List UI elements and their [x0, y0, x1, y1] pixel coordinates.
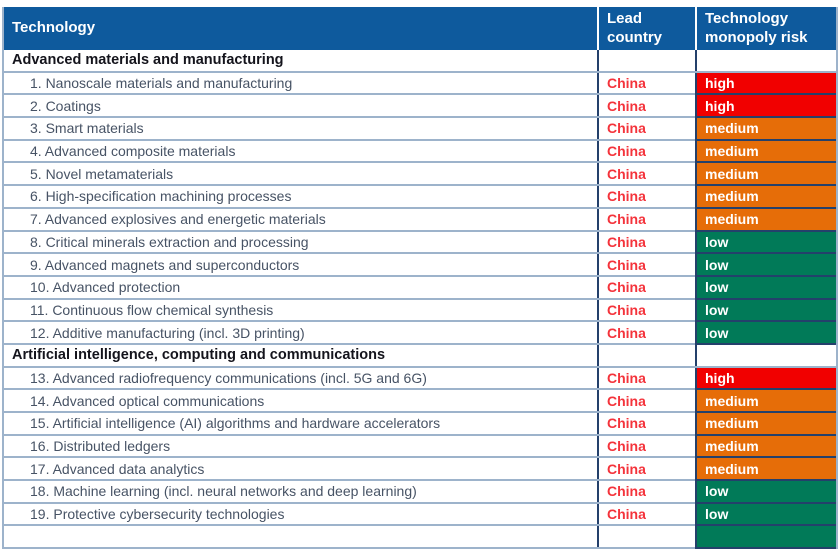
empty-lead-country-cell: [597, 50, 695, 71]
risk-badge: [695, 526, 836, 549]
lead-country-cell: China: [597, 276, 695, 298]
lead-country-cell: China: [597, 299, 695, 321]
risk-badge: medium: [695, 118, 836, 141]
risk-badge: low: [695, 299, 836, 323]
technology-cell: [4, 526, 597, 547]
empty-lead-country-cell: [597, 344, 695, 366]
risk-badge: low: [695, 231, 836, 255]
lead-country-cell: China: [597, 72, 695, 94]
technology-cell: 19. Protective cybersecurity technologie…: [30, 506, 285, 523]
table-row: 4. Advanced composite materials China me…: [4, 140, 836, 164]
risk-badge: medium: [695, 435, 836, 459]
risk-badge: high: [695, 72, 836, 96]
lead-country-cell: China: [597, 163, 695, 185]
section-header-row: Advanced materials and manufacturing: [4, 50, 836, 73]
lead-country-cell: China: [597, 95, 695, 117]
lead-country-cell: China: [597, 254, 695, 275]
technology-cell: 10. Advanced protection: [30, 279, 181, 296]
risk-badge: low: [695, 322, 836, 345]
risk-badge: high: [695, 95, 836, 119]
technology-cell: 6. High-specification machining processe…: [30, 188, 292, 205]
table-row: 7. Advanced explosives and energetic mat…: [4, 208, 836, 232]
risk-badge: medium: [695, 413, 836, 436]
lead-country-cell: China: [597, 186, 695, 207]
risk-badge: low: [695, 503, 836, 527]
section-title: Advanced materials and manufacturing: [12, 52, 284, 69]
technology-cell: 8. Critical minerals extraction and proc…: [30, 233, 309, 250]
table-row: 18. Machine learning (incl. neural netwo…: [4, 481, 836, 504]
risk-badge: low: [695, 254, 836, 277]
empty-risk-cell: [695, 50, 836, 71]
technology-cell: 11. Continuous flow chemical synthesis: [30, 301, 274, 318]
technology-risk-table: Technology Lead country Technology monop…: [2, 7, 838, 549]
risk-badge: low: [695, 276, 836, 300]
lead-country-cell: China: [597, 208, 695, 230]
table-row: 12. Additive manufacturing (incl. 3D pri…: [4, 322, 836, 345]
table-row: 6. High-specification machining processe…: [4, 186, 836, 209]
risk-badge: low: [695, 481, 836, 504]
lead-country-cell: China: [597, 367, 695, 389]
table-row: 1. Nanoscale materials and manufacturing…: [4, 72, 836, 96]
risk-badge: medium: [695, 390, 836, 413]
table-row: 17. Advanced data analytics China medium: [4, 458, 836, 482]
lead-country-cell: China: [597, 118, 695, 139]
technology-cell: 9. Advanced magnets and superconductors: [30, 256, 300, 273]
lead-country-cell: China: [597, 435, 695, 457]
lead-country-cell: China: [597, 322, 695, 343]
technology-cell: 15. Artificial intelligence (AI) algorit…: [30, 415, 441, 432]
lead-country-cell: China: [597, 231, 695, 253]
technology-cell: 18. Machine learning (incl. neural netwo…: [30, 483, 417, 500]
column-header-technology: Technology: [12, 19, 96, 37]
technology-cell: 3. Smart materials: [30, 120, 144, 137]
table-row: 11. Continuous flow chemical synthesis C…: [4, 299, 836, 323]
lead-country-cell: [597, 526, 695, 548]
section-title: Artificial intelligence, computing and c…: [12, 347, 386, 364]
lead-country-cell: China: [597, 503, 695, 525]
technology-cell: 14. Advanced optical communications: [30, 392, 265, 409]
risk-badge: medium: [695, 140, 836, 164]
technology-cell: 1. Nanoscale materials and manufacturing: [30, 75, 293, 92]
lead-country-cell: China: [597, 140, 695, 162]
table-row: 9. Advanced magnets and superconductors …: [4, 254, 836, 277]
technology-cell: 2. Coatings: [30, 97, 101, 114]
risk-badge: medium: [695, 208, 836, 232]
table-row: 19. Protective cybersecurity technologie…: [4, 503, 836, 527]
lead-country-cell: China: [597, 413, 695, 434]
table-row: 16. Distributed ledgers China medium: [4, 435, 836, 459]
table-row: 14. Advanced optical communications Chin…: [4, 390, 836, 413]
table-row: 3. Smart materials China medium: [4, 118, 836, 141]
empty-risk-cell: [695, 344, 836, 366]
table-row: 15. Artificial intelligence (AI) algorit…: [4, 413, 836, 436]
table-row: 10. Advanced protection China low: [4, 276, 836, 300]
risk-badge: medium: [695, 186, 836, 209]
lead-country-cell: China: [597, 458, 695, 480]
technology-cell: 17. Advanced data analytics: [30, 460, 205, 477]
lead-country-cell: China: [597, 481, 695, 502]
technology-cell: 16. Distributed ledgers: [30, 438, 171, 455]
section-header-row: Artificial intelligence, computing and c…: [4, 344, 836, 368]
technology-cell: 13. Advanced radiofrequency communicatio…: [30, 369, 427, 386]
technology-cell: 5. Novel metamaterials: [30, 165, 174, 182]
technology-cell: 4. Advanced composite materials: [30, 143, 236, 160]
risk-badge: medium: [695, 458, 836, 482]
column-header-lead-country: Lead country: [597, 7, 695, 50]
risk-badge: high: [695, 367, 836, 391]
technology-cell: 7. Advanced explosives and energetic mat…: [30, 211, 326, 228]
table-row: 13. Advanced radiofrequency communicatio…: [4, 367, 836, 391]
table-row: 5. Novel metamaterials China medium: [4, 163, 836, 187]
table-row: [4, 526, 836, 549]
risk-badge: medium: [695, 163, 836, 187]
technology-cell: 12. Additive manufacturing (incl. 3D pri…: [30, 324, 305, 341]
table-row: 2. Coatings China high: [4, 95, 836, 119]
table-row: 8. Critical minerals extraction and proc…: [4, 231, 836, 255]
column-header-monopoly-risk: Technology monopoly risk: [695, 7, 836, 50]
table-body: Advanced materials and manufacturing 1. …: [4, 50, 836, 549]
lead-country-cell: China: [597, 390, 695, 411]
table-header-row: Technology Lead country Technology monop…: [4, 7, 836, 50]
